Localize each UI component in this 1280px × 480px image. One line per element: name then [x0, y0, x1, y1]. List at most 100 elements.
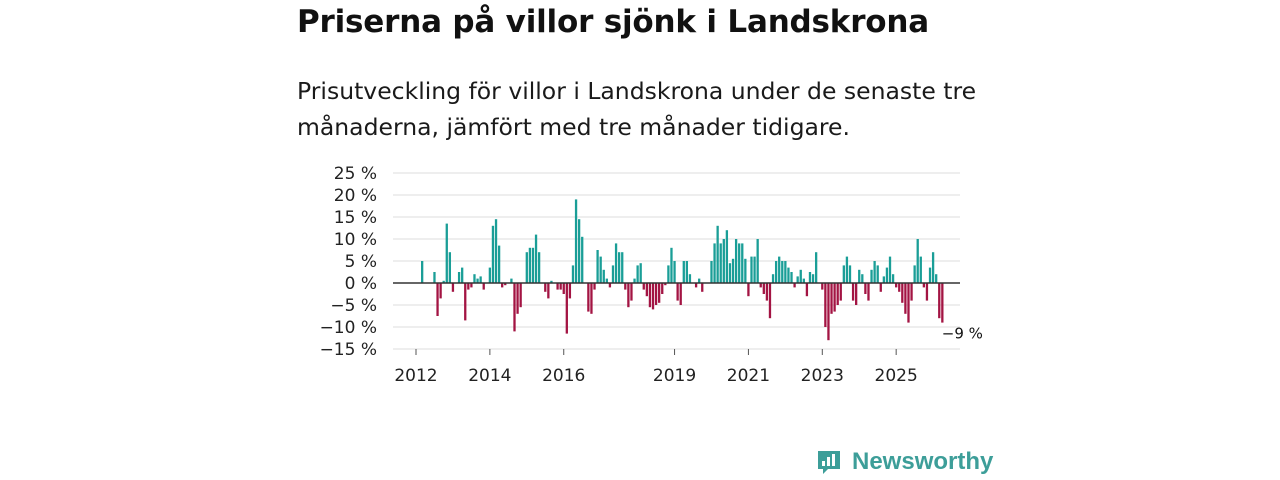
bar: [922, 283, 926, 288]
bar: [851, 283, 855, 301]
bar: [842, 265, 845, 283]
bar: [870, 269, 873, 283]
bar: [941, 283, 944, 323]
bar: [799, 269, 802, 283]
bar: [491, 225, 495, 283]
x-tick-label: 2025: [875, 366, 918, 386]
x-axis: 2012 2014 2016 2019 2021 2023 2025: [394, 349, 918, 386]
bar: [867, 283, 870, 301]
bar: [421, 261, 424, 283]
annotations: −9 %: [942, 325, 983, 343]
bar: [457, 272, 461, 283]
bar: [433, 272, 436, 283]
bar: [898, 283, 901, 292]
x-tick-label: 2021: [727, 366, 770, 386]
bar: [556, 283, 559, 290]
bar: [879, 283, 882, 292]
bar: [861, 274, 864, 283]
bar: [439, 283, 442, 299]
x-tick-label: 2014: [468, 366, 511, 386]
bar: [928, 267, 932, 283]
bar: [750, 256, 753, 283]
bar: [476, 278, 479, 283]
bar: [581, 236, 584, 283]
bar: [501, 283, 504, 288]
y-tick-label: −10 %: [320, 318, 377, 338]
bar: [839, 283, 842, 301]
bar: [805, 283, 809, 297]
bar: [725, 230, 729, 283]
bar: [916, 239, 919, 283]
bar: [688, 274, 692, 283]
bar: [904, 283, 907, 314]
bar: [513, 283, 516, 332]
bar: [510, 278, 513, 283]
bar: [670, 247, 673, 283]
bar: [778, 256, 781, 283]
bar: [747, 283, 750, 297]
bar: [611, 265, 615, 283]
bar: [734, 239, 738, 283]
bar: [547, 283, 550, 299]
newsworthy-brand: Newsworthy: [815, 446, 993, 478]
bar: [577, 219, 581, 283]
bar-series: [421, 199, 944, 341]
bar: [808, 272, 812, 283]
bar: [931, 252, 935, 283]
y-tick-label: 20 %: [334, 186, 377, 206]
bar: [599, 256, 602, 283]
bar: [679, 283, 682, 305]
bar: [855, 283, 858, 305]
bar: [537, 252, 541, 283]
bar: [827, 283, 830, 341]
bar: [676, 283, 679, 301]
bar: [562, 283, 565, 294]
bar: [790, 272, 793, 283]
bar: [784, 261, 787, 283]
bar: [907, 283, 910, 323]
bar: [830, 283, 833, 314]
bar: [701, 283, 704, 292]
bar: [919, 256, 922, 283]
brand-name: Newsworthy: [852, 448, 994, 475]
bar: [593, 283, 596, 290]
bar: [793, 283, 796, 288]
newsworthy-logo-icon: [818, 451, 840, 474]
bar: [885, 267, 889, 283]
bar: [673, 261, 676, 283]
bar: [639, 263, 642, 283]
bar: [568, 283, 572, 299]
bar: [531, 247, 535, 283]
y-axis: 25 %20 %15 %10 %5 %0 %−5 %−10 %−15 %: [320, 164, 377, 360]
bar: [504, 283, 507, 286]
y-tick-label: 5 %: [345, 252, 377, 272]
bar: [864, 283, 867, 294]
y-tick-label: 25 %: [334, 164, 377, 184]
bar: [436, 283, 439, 316]
bar: [648, 283, 652, 308]
bar: [925, 283, 929, 301]
bar: [682, 261, 685, 283]
bar: [596, 250, 599, 283]
bar: [824, 283, 827, 327]
bar: [891, 274, 895, 283]
bar: [559, 283, 562, 290]
bar: [482, 283, 485, 290]
bar: [910, 283, 913, 301]
x-tick-label: 2016: [542, 366, 585, 386]
x-tick-label: 2012: [394, 366, 437, 386]
bar: [774, 261, 778, 283]
chart-subtitle: Prisutveckling för villor i Landskrona u…: [297, 77, 977, 141]
y-tick-label: 0 %: [345, 274, 377, 294]
bar: [642, 283, 645, 290]
bar: [685, 261, 689, 283]
bar: [633, 278, 636, 283]
bar: [473, 274, 476, 283]
bar: [667, 265, 670, 283]
bar: [571, 265, 575, 283]
y-tick-label: −5 %: [330, 296, 377, 316]
bar: [664, 283, 667, 286]
bar: [710, 261, 713, 283]
bar: [448, 252, 452, 283]
